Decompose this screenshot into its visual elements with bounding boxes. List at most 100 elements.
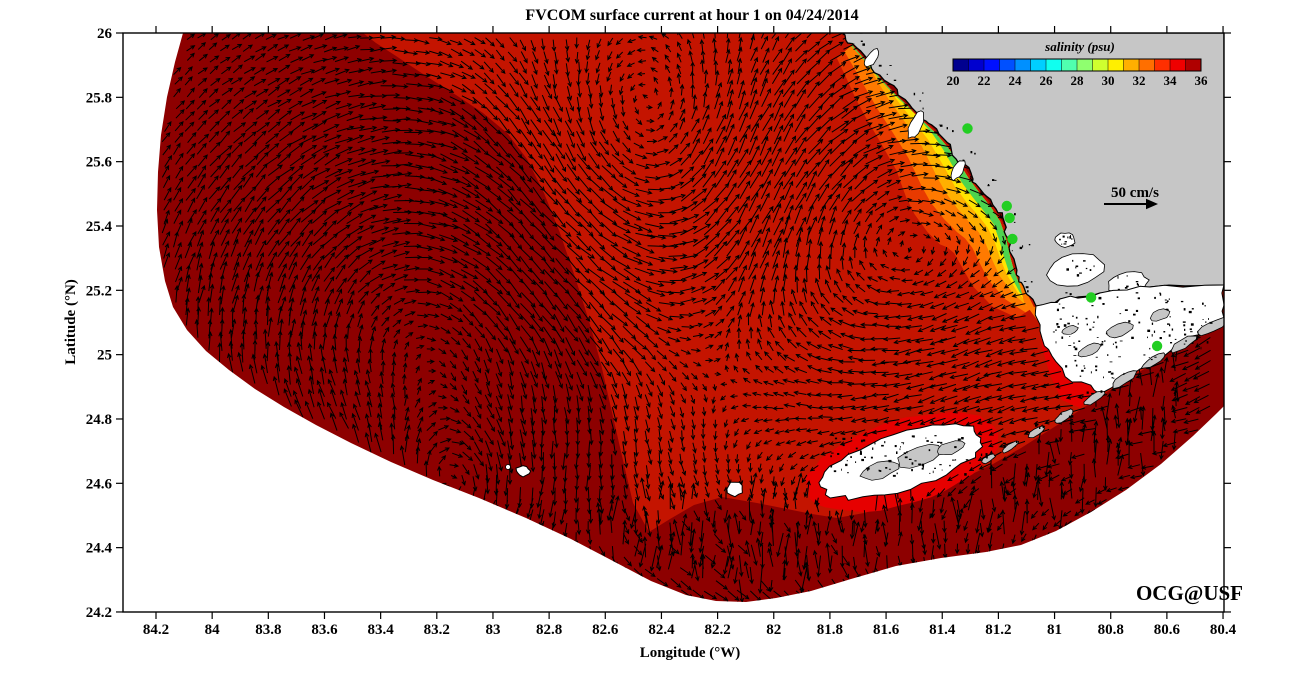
current-vector-path (1096, 326, 1211, 505)
island-speckle (850, 456, 852, 458)
island-speckle (867, 467, 870, 470)
island-speckle (1095, 356, 1098, 358)
island-speckle (864, 456, 866, 458)
island-speckle (878, 469, 880, 472)
island-speckle (847, 472, 849, 474)
island-speckle (928, 449, 931, 452)
island-speckle (1096, 337, 1099, 338)
island-speckle (1154, 296, 1156, 299)
island-speckle (941, 469, 943, 471)
x-tick-label: 81.8 (817, 622, 843, 638)
island-speckle (1011, 250, 1013, 252)
island-speckle (893, 79, 897, 81)
island-speckle (1062, 235, 1065, 238)
island-speckle (1077, 322, 1079, 325)
island-speckle (886, 73, 888, 75)
island-speckle (937, 441, 940, 443)
island-speckle (1086, 391, 1089, 394)
island-speckle (1202, 302, 1204, 305)
colorbar-segment (999, 59, 1015, 71)
current-vector-path (548, 33, 721, 600)
island-speckle (986, 457, 988, 459)
dry-tortugas-islet (505, 464, 511, 470)
x-tick-label: 82.8 (536, 622, 562, 638)
barrier-island (950, 160, 966, 182)
x-tick-label: 83.8 (255, 622, 281, 638)
island-speckle (1017, 441, 1019, 443)
island-speckle (1019, 246, 1023, 250)
island-speckle (1073, 342, 1075, 344)
island-speckle (1170, 342, 1173, 344)
island-speckle (918, 463, 922, 465)
colorbar-segment (1139, 59, 1155, 71)
island-speckle (1208, 318, 1209, 320)
island-speckle (911, 435, 915, 438)
x-tick-label: 81.2 (985, 622, 1011, 638)
x-tick-label: 80.6 (1154, 622, 1181, 638)
island-speckle (1102, 303, 1105, 305)
colorbar-tick-label: 22 (978, 73, 991, 88)
island-speckle (1081, 369, 1084, 372)
y-tick-label: 24.8 (86, 412, 112, 428)
island-speckle (1090, 371, 1092, 374)
salinity-coastal-band (851, 45, 1034, 310)
island-speckle (1147, 329, 1151, 332)
island-speckle (848, 452, 850, 455)
colorbar-tick-label: 36 (1195, 73, 1209, 88)
island-speckle (1073, 355, 1077, 356)
island-speckle (988, 184, 989, 186)
island-speckle (1089, 328, 1092, 331)
island-speckle (1092, 326, 1095, 328)
bank-island (937, 440, 966, 456)
river-mouth-marker (962, 123, 973, 134)
island-speckle (1042, 425, 1044, 429)
island-speckle (1057, 326, 1060, 328)
island-speckle (911, 462, 914, 465)
colorbar-tick-label: 32 (1133, 73, 1146, 88)
island-speckle (1059, 238, 1061, 241)
island-speckle (1095, 369, 1098, 372)
island-speckle (1014, 213, 1016, 216)
island-speckle (1089, 269, 1092, 271)
colorbar-segment (1092, 59, 1108, 71)
island-speckle (1137, 284, 1139, 286)
colorbar-tick-label: 28 (1071, 73, 1085, 88)
island-speckle (1135, 309, 1139, 312)
island-speckle (921, 467, 924, 470)
island-speckle (1052, 331, 1055, 333)
island-speckle (939, 124, 943, 127)
island-speckle (919, 100, 922, 102)
island-speckle (1159, 293, 1162, 296)
island-speckle (896, 451, 898, 454)
y-tick-label: 25.2 (86, 283, 112, 299)
island-speckle (908, 458, 912, 460)
colorbar-segment (1108, 59, 1124, 71)
island-speckle (922, 107, 924, 110)
island-speckle (853, 43, 855, 45)
island-speckle (859, 452, 862, 455)
island-speckle (1165, 301, 1168, 304)
island-speckle (870, 456, 873, 459)
keys-island (1027, 425, 1046, 438)
island-speckle (1091, 392, 1094, 395)
island-speckle (965, 459, 969, 461)
y-tick-label: 25 (97, 348, 112, 364)
island-speckle (1190, 323, 1194, 326)
x-axis-label: Longitude (°W) (640, 645, 741, 661)
colorbar-segment (1077, 59, 1093, 71)
island-speckle (1100, 343, 1104, 346)
island-speckle (1075, 316, 1078, 319)
island-speckle (964, 473, 967, 476)
island-speckle (1086, 323, 1088, 326)
island-speckle (1101, 341, 1104, 343)
island-speckle (929, 472, 931, 474)
plot-title: FVCOM surface current at hour 1 on 04/24… (525, 7, 858, 24)
island-speckle (940, 441, 943, 444)
colorbar-tick-label: 30 (1102, 73, 1115, 88)
island-speckle (934, 435, 937, 437)
island-speckle (1030, 281, 1033, 283)
island-speckle (1056, 308, 1059, 312)
bay-island (1149, 308, 1171, 322)
island-speckle (1188, 310, 1192, 314)
island-speckle (1064, 241, 1067, 243)
